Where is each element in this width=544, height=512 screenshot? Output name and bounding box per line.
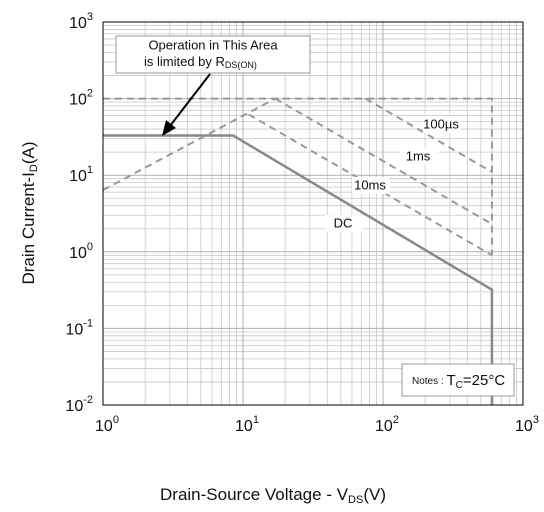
- notes: Notes : TC=25°C: [412, 372, 505, 391]
- tick-base: 10: [235, 418, 253, 435]
- tick-exponent: 2: [87, 88, 93, 100]
- notes-text: Notes :: [412, 376, 446, 387]
- tick-exponent: 1: [253, 414, 259, 426]
- annotation-symbol: R: [216, 54, 225, 69]
- series-line: [103, 97, 493, 256]
- tick-label: 103: [515, 414, 539, 435]
- tick-base: 10: [375, 418, 393, 435]
- tick-exponent: 3: [87, 11, 93, 23]
- plot-frame: [102, 21, 524, 406]
- series-label: DC: [334, 215, 353, 230]
- series-line: [103, 134, 494, 405]
- tick-base: 10: [69, 245, 87, 262]
- tick-label: 101: [69, 164, 93, 185]
- tick-exponent: 3: [533, 414, 539, 426]
- tick-exponent: 0: [113, 414, 119, 426]
- y-label-unit: (A): [19, 141, 38, 164]
- x-label-symbol: V: [337, 485, 349, 504]
- y-label-sub: D: [28, 164, 40, 172]
- tick-exponent: 0: [87, 241, 93, 253]
- tick-label: 102: [375, 414, 399, 435]
- annotation-line1: Operation in This Area: [148, 37, 278, 52]
- tick-label: 102: [69, 88, 93, 109]
- annotation-box: [115, 35, 311, 74]
- y-axis-label: Drain Current-ID(A): [19, 141, 39, 284]
- series-label-bg: [325, 215, 363, 232]
- x-label-sub: DS: [348, 494, 363, 506]
- y-label-text: Drain Current-I: [19, 172, 38, 284]
- tick-label: 10-1: [65, 317, 93, 338]
- tick-base: 10: [69, 168, 87, 185]
- series-label: 1ms: [406, 148, 431, 163]
- tick-exponent: 2: [393, 414, 399, 426]
- series-label: 10ms: [354, 177, 386, 192]
- series-line: [274, 97, 493, 225]
- series-line: [365, 97, 493, 173]
- series-line: [102, 97, 276, 191]
- tick-label: 100: [95, 414, 119, 435]
- grid: [102, 21, 524, 406]
- tick-base: 10: [95, 418, 113, 435]
- tick-exponent: -2: [83, 394, 93, 406]
- notes-symbol: T: [446, 372, 455, 389]
- notes-sub: C: [456, 380, 463, 391]
- x-label-unit: (V): [363, 485, 386, 504]
- tick-exponent: 1: [87, 164, 93, 176]
- series-label-bg: [400, 148, 438, 165]
- tick-base: 10: [65, 322, 83, 339]
- tick-label: 103: [69, 11, 93, 32]
- series-label-bg: [352, 177, 390, 194]
- series-label: 100µs: [423, 116, 459, 131]
- lines: [102, 97, 494, 405]
- tick-exponent: -1: [83, 317, 93, 329]
- tick-label: 10-2: [65, 394, 93, 415]
- annotation-sub: DS(ON): [225, 60, 257, 70]
- series-label-bg: [423, 116, 461, 133]
- x-axis-label: Drain-Source Voltage - VDS(V): [160, 485, 386, 505]
- tick-label: 101: [235, 414, 259, 435]
- arrow-head: [162, 120, 176, 136]
- tick-base: 10: [515, 418, 533, 435]
- notes-rest: =25°C: [463, 372, 505, 389]
- x-label-text: Drain-Source Voltage -: [160, 485, 337, 504]
- arrow: [169, 73, 211, 127]
- tick-base: 10: [65, 398, 83, 415]
- tick-base: 10: [69, 15, 87, 32]
- tick-label: 100: [69, 241, 93, 262]
- annotation-text: is limited by: [144, 54, 216, 69]
- annotation-line2: is limited by RDS(ON): [144, 54, 257, 70]
- notes-box: [401, 363, 515, 397]
- series-line: [248, 113, 493, 257]
- tick-base: 10: [69, 92, 87, 109]
